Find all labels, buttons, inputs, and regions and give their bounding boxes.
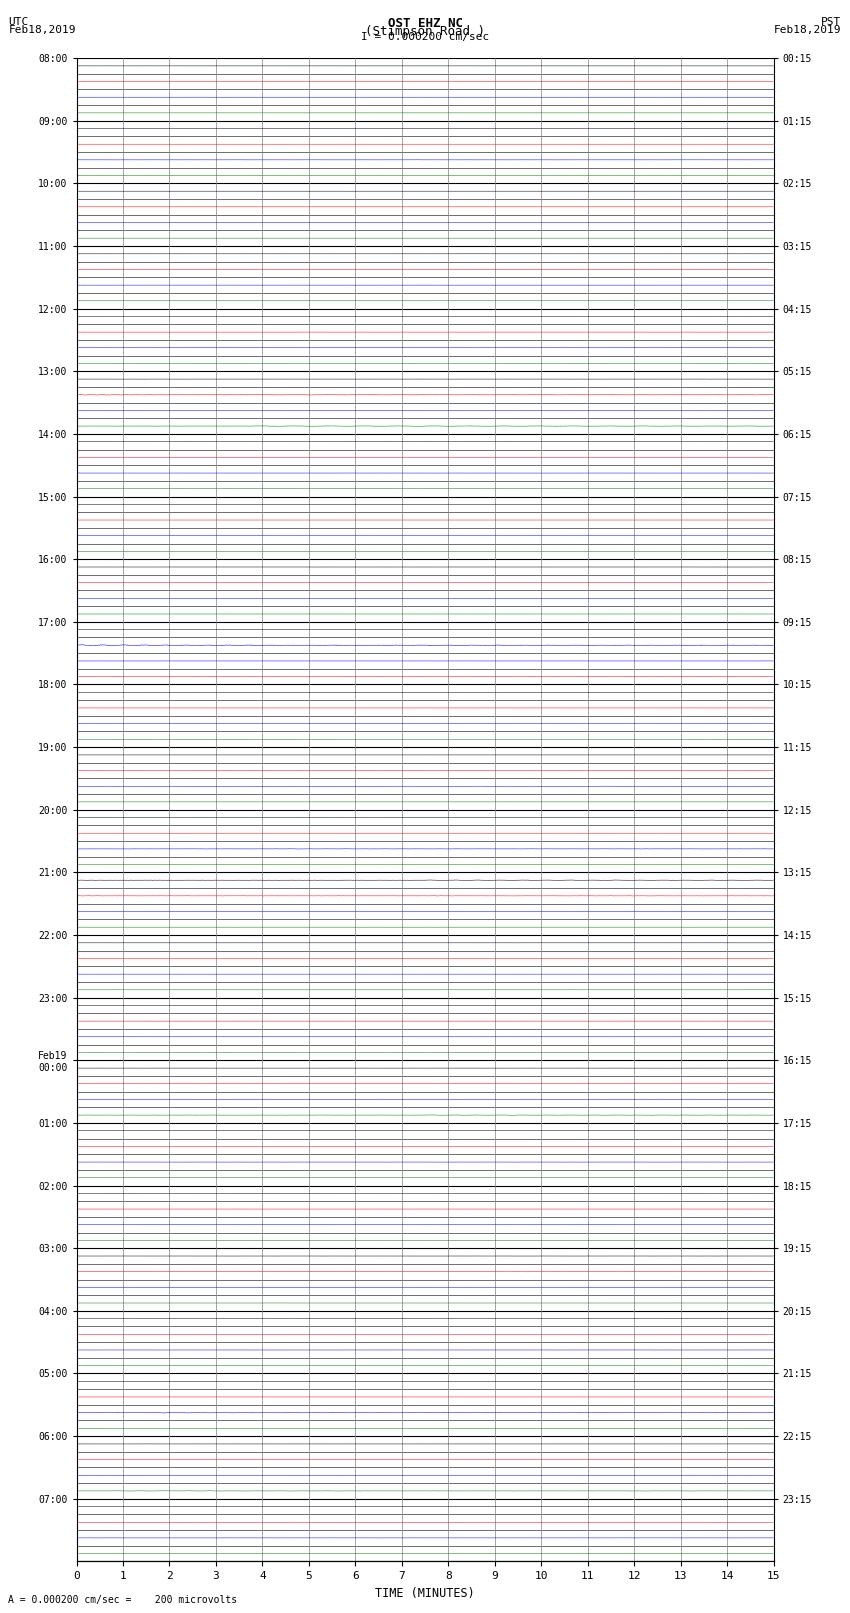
Text: A = 0.000200 cm/sec =    200 microvolts: A = 0.000200 cm/sec = 200 microvolts — [8, 1595, 238, 1605]
Text: (Stimpson Road ): (Stimpson Road ) — [365, 24, 485, 39]
Text: Feb18,2019: Feb18,2019 — [8, 24, 76, 35]
Text: PST: PST — [821, 18, 842, 27]
Text: Feb18,2019: Feb18,2019 — [774, 24, 842, 35]
X-axis label: TIME (MINUTES): TIME (MINUTES) — [375, 1587, 475, 1600]
Text: I = 0.000200 cm/sec: I = 0.000200 cm/sec — [361, 32, 489, 42]
Text: OST EHZ NC: OST EHZ NC — [388, 18, 462, 31]
Text: UTC: UTC — [8, 18, 29, 27]
